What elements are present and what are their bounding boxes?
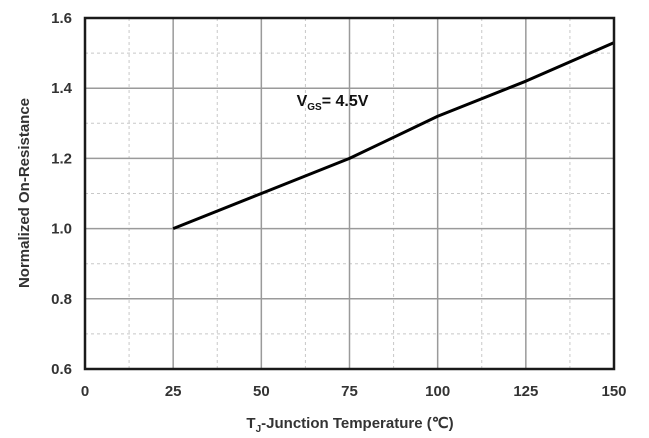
on-resistance-line (172, 41, 615, 230)
x-tick-label: 50 (253, 383, 270, 400)
y-tick-label: 1.0 (51, 221, 72, 238)
y-tick-label: 1.6 (51, 10, 72, 27)
x-axis-label-rest: -Junction Temperature (℃) (261, 415, 453, 432)
x-tick-label: 0 (81, 383, 89, 400)
y-axis-label: Normalized On-Resistance (16, 98, 33, 288)
y-tick-label: 0.6 (51, 361, 72, 378)
y-tick-label: 1.4 (51, 80, 73, 97)
x-axis-label-prefix: T (246, 415, 255, 432)
x-axis-label-subscript: J (256, 424, 262, 435)
annotation-rest: = 4.5V (322, 93, 369, 110)
annotation-subscript: GS (307, 102, 322, 113)
x-tick-labels: 0 25 50 75 100 125 150 (81, 383, 627, 400)
x-axis-label: TJ-Junction Temperature (℃) (246, 415, 453, 435)
x-tick-label: 125 (513, 383, 538, 400)
x-tick-label: 100 (425, 383, 450, 400)
series-layer (172, 41, 615, 230)
y-tick-label: 0.8 (51, 291, 72, 308)
x-tick-label: 150 (601, 383, 626, 400)
annotation-main: V (297, 93, 308, 110)
x-tick-label: 75 (341, 383, 358, 400)
y-tick-label: 1.2 (51, 150, 72, 167)
vgs-annotation: VGS= 4.5V (297, 93, 369, 113)
x-tick-label: 25 (165, 383, 182, 400)
plot-frame (83, 16, 616, 371)
y-tick-labels: 0.6 0.8 1.0 1.2 1.4 1.6 (51, 10, 73, 378)
